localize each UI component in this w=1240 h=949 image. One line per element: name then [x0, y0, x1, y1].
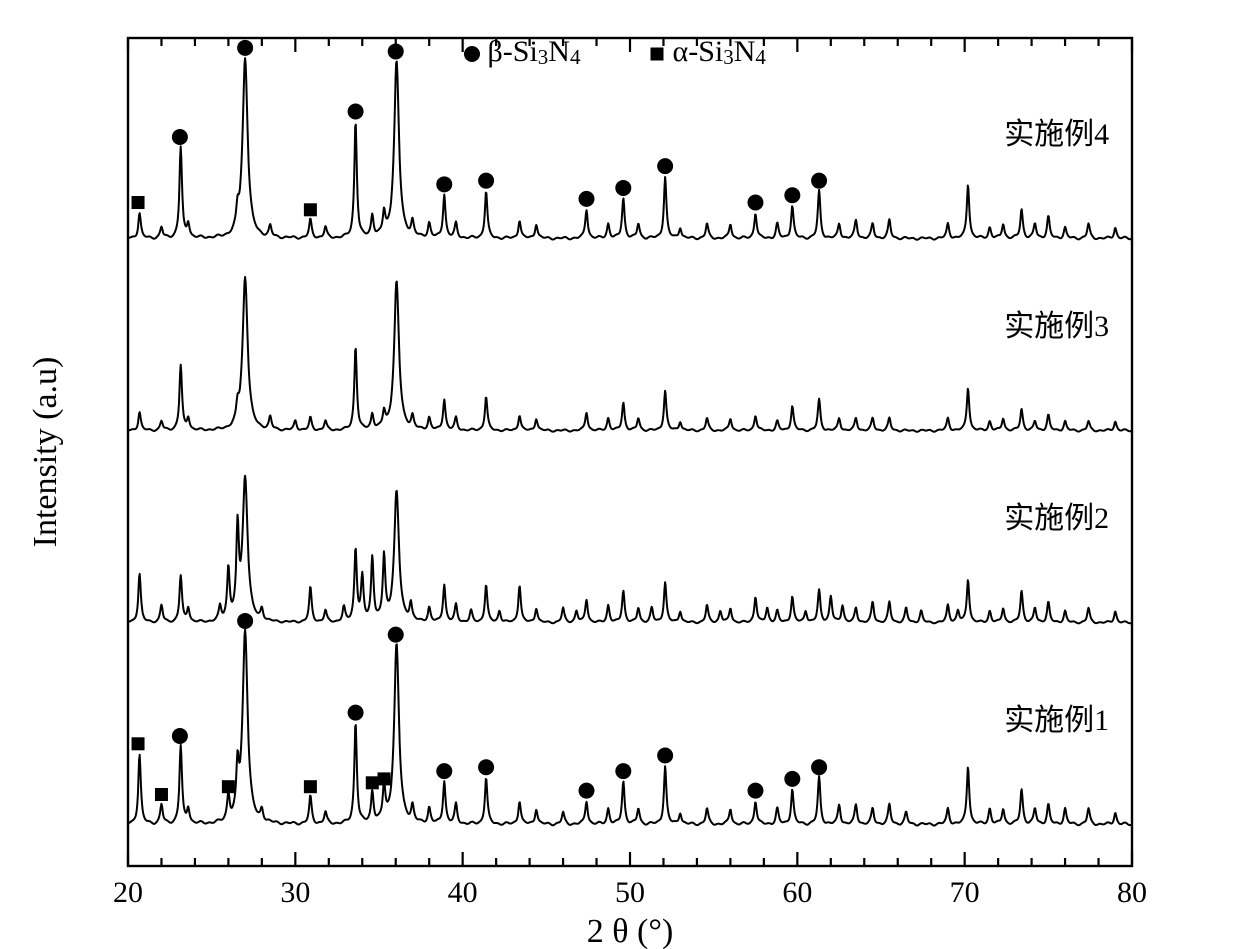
- legend-label: β-Si3N4: [488, 35, 581, 69]
- alpha-marker: [304, 203, 317, 216]
- beta-marker: [748, 195, 764, 211]
- beta-marker: [657, 748, 673, 764]
- beta-marker: [388, 43, 404, 59]
- beta-marker: [436, 176, 452, 192]
- beta-marker: [578, 191, 594, 207]
- y-axis-label: Intensity (a.u): [27, 357, 64, 548]
- series-label-example3: 实施例3: [1004, 310, 1109, 343]
- beta-marker: [478, 173, 494, 189]
- alpha-marker: [222, 780, 235, 793]
- beta-marker: [237, 613, 253, 629]
- beta-marker: [657, 158, 673, 174]
- beta-marker: [348, 705, 364, 721]
- beta-marker: [172, 728, 188, 744]
- beta-marker: [615, 763, 631, 779]
- xrd-chart: 20 30 40 50 60 70 80 2 θ (°) Intensity (a.u) β-Si…: [0, 0, 1240, 949]
- series-label-example4: 实施例4: [1004, 118, 1109, 151]
- alpha-marker: [132, 196, 145, 209]
- beta-marker: [784, 187, 800, 203]
- legend-marker-circle: [464, 46, 480, 62]
- series-label-example2: 实施例2: [1004, 502, 1109, 535]
- beta-marker: [615, 180, 631, 196]
- beta-marker: [478, 759, 494, 775]
- beta-marker: [811, 759, 827, 775]
- beta-marker: [237, 40, 253, 56]
- x-axis-label: 2 θ (°): [587, 913, 674, 949]
- x-tick-label: 20: [113, 876, 143, 909]
- beta-marker: [436, 763, 452, 779]
- beta-marker: [811, 173, 827, 189]
- beta-marker: [748, 783, 764, 799]
- alpha-marker: [132, 737, 145, 750]
- beta-marker: [172, 129, 188, 145]
- legend-label: α-Si3N4: [673, 35, 767, 69]
- x-tick-label: 40: [448, 876, 478, 909]
- beta-marker: [348, 104, 364, 120]
- alpha-marker: [366, 776, 379, 789]
- alpha-marker: [304, 780, 317, 793]
- beta-marker: [388, 627, 404, 643]
- x-tick-label: 70: [950, 876, 980, 909]
- x-tick-label: 30: [280, 876, 310, 909]
- legend-marker-square: [651, 48, 664, 61]
- beta-marker: [578, 783, 594, 799]
- x-tick-label: 50: [615, 876, 645, 909]
- alpha-marker: [378, 772, 391, 785]
- x-tick-label: 60: [782, 876, 812, 909]
- x-tick-label: 80: [1117, 876, 1147, 909]
- beta-marker: [784, 771, 800, 787]
- alpha-marker: [155, 788, 168, 801]
- series-label-example1: 实施例1: [1004, 704, 1109, 737]
